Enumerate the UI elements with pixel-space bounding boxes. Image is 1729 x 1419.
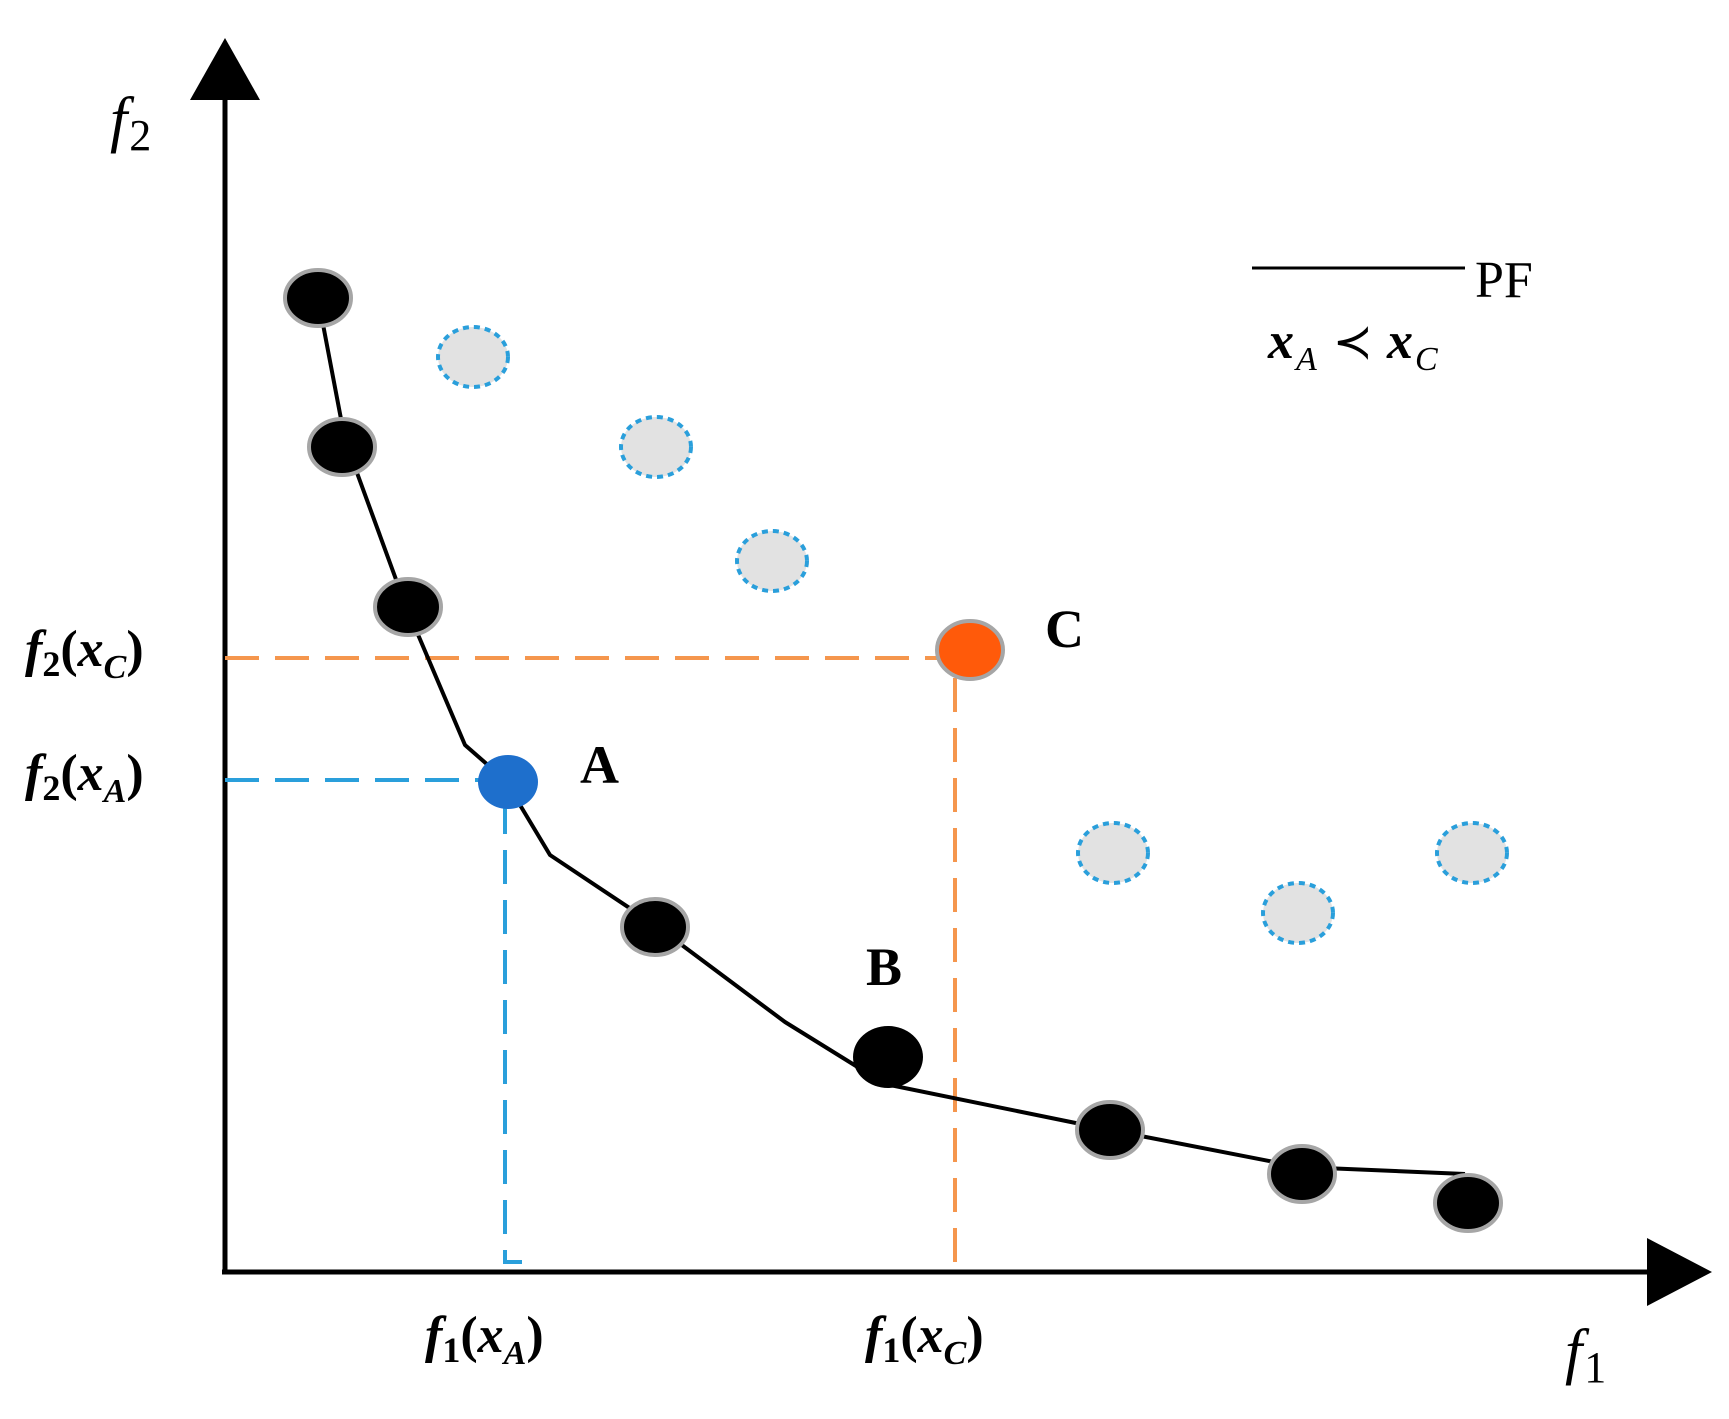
point-B — [853, 1026, 923, 1088]
pareto-point — [620, 897, 690, 957]
legend-dominance-relation: xA ≺ xC — [1267, 313, 1438, 378]
guide-line-A — [225, 778, 522, 1264]
dominated-point — [619, 415, 693, 479]
tick-f2-xA: f2(xA) — [25, 745, 144, 810]
tick-f1-xA: f1(xA) — [425, 1307, 544, 1372]
x-axis-label: f1 — [1565, 1318, 1606, 1392]
tick-f2-xC: f2(xC) — [25, 621, 144, 686]
x-axis-arrowhead — [1647, 1238, 1712, 1306]
legend-pf-label: PF — [1475, 252, 1533, 309]
dominated-points — [436, 325, 1509, 945]
point-A-label: A — [580, 735, 619, 795]
point-C-label: C — [1045, 599, 1084, 659]
y-axis-arrowhead — [190, 38, 260, 100]
tick-f1-xC: f1(xC) — [865, 1307, 984, 1372]
dominated-point — [1076, 821, 1150, 885]
dominated-point — [1261, 881, 1335, 945]
point-B-label: B — [866, 937, 902, 997]
pareto-point — [373, 577, 443, 637]
pareto-point — [1075, 1100, 1145, 1160]
pareto-points — [283, 268, 1503, 1233]
pareto-point — [307, 417, 377, 477]
pareto-point — [283, 268, 353, 328]
dominated-point — [735, 529, 809, 593]
pareto-point — [1433, 1173, 1503, 1233]
dominated-point — [436, 325, 510, 389]
y-axis-label: f2 — [110, 86, 151, 160]
dominated-point — [1435, 821, 1509, 885]
pareto-point — [1267, 1144, 1337, 1204]
point-A — [478, 755, 538, 809]
point-C — [935, 619, 1005, 681]
